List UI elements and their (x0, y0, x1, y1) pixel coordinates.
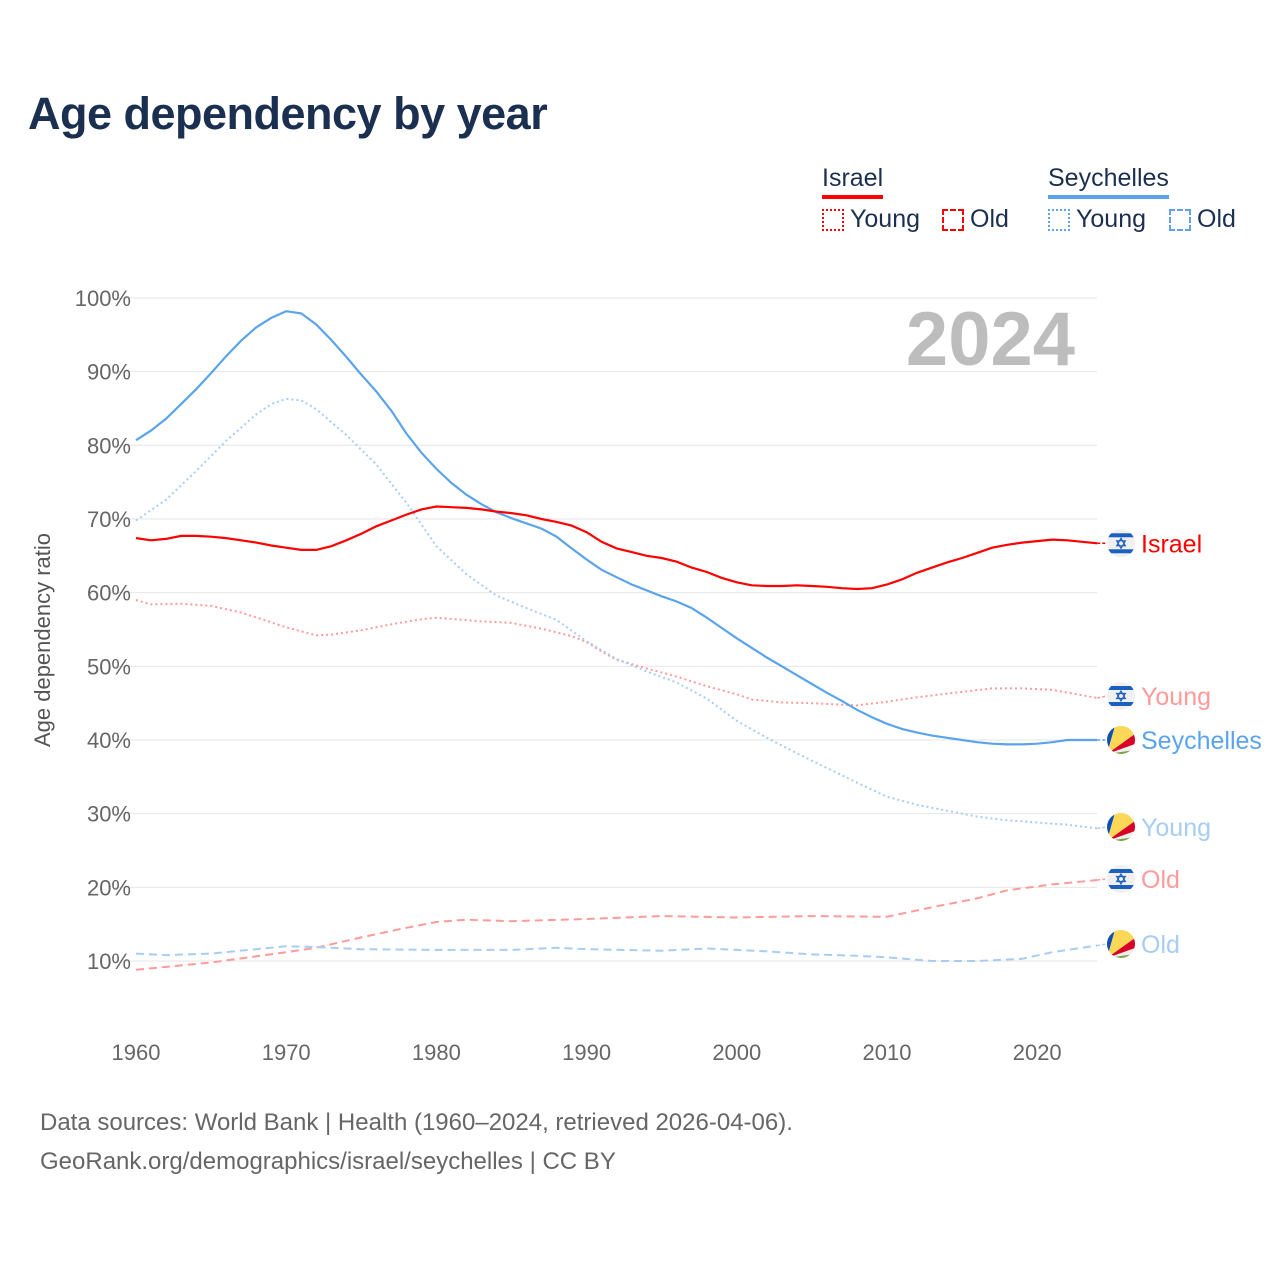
israel-flag-icon (1107, 529, 1135, 558)
end-connector (1097, 826, 1108, 830)
legend-seychelles-young[interactable]: Young (1048, 205, 1146, 234)
dashed-swatch-icon (1169, 208, 1191, 231)
y-tick-label: 70% (87, 507, 131, 532)
y-axis-label: Age dependency ratio (30, 533, 55, 747)
footer-link[interactable]: GeoRank.org/demographics/israel/seychell… (40, 1148, 616, 1175)
israel-flag-icon (1107, 682, 1135, 710)
seychelles-flag-icon (1107, 813, 1135, 841)
legend-label: Young (1076, 205, 1146, 233)
legend-seychelles-old[interactable]: Old (1169, 205, 1236, 234)
x-tick-label: 1990 (562, 1040, 611, 1065)
end-label-seychelles: Seychelles (1141, 727, 1262, 755)
end-label-israel-young: Young (1141, 683, 1211, 711)
x-tick-label: 1980 (412, 1040, 461, 1065)
end-label-seychelles-old: Old (1141, 931, 1180, 959)
y-tick-label: 60% (87, 581, 131, 606)
x-tick-label: 2000 (712, 1040, 761, 1065)
end-label-israel-old: Old (1141, 866, 1180, 894)
x-tick-label: 2020 (1013, 1040, 1062, 1065)
y-tick-label: 40% (87, 728, 131, 753)
chart-title: Age dependency by year (28, 88, 548, 139)
end-label-seychelles-young: Young (1141, 814, 1211, 842)
series-line-israel-old[interactable] (135, 879, 1098, 971)
series-line-seychelles-young[interactable] (135, 397, 1098, 830)
legend-label: Old (970, 205, 1009, 233)
series-line-israel[interactable] (135, 505, 1098, 591)
legend-group-seychelles[interactable]: Seychelles (1048, 164, 1169, 199)
series-line-seychelles[interactable] (135, 310, 1098, 746)
y-tick-label: 10% (87, 949, 131, 974)
dashed-swatch-icon (942, 208, 964, 231)
end-connector (1097, 695, 1108, 699)
israel-flag-icon (1107, 865, 1135, 893)
y-tick-label: 100% (75, 286, 131, 311)
end-connector (1097, 878, 1108, 881)
y-tick-label: 50% (87, 654, 131, 679)
x-tick-label: 2010 (863, 1040, 912, 1065)
legend-israel-young[interactable]: Young (822, 205, 920, 234)
seychelles-flag-icon (1107, 930, 1135, 958)
x-tick-label: 1960 (112, 1040, 161, 1065)
legend-group-israel[interactable]: Israel (822, 164, 884, 199)
dotted-swatch-icon (1048, 208, 1070, 231)
footer-sources: Data sources: World Bank | Health (1960–… (40, 1109, 793, 1136)
seychelles-flag-icon (1107, 725, 1135, 754)
y-tick-label: 80% (87, 433, 131, 458)
end-label-israel: Israel (1141, 530, 1202, 558)
series-line-israel-young[interactable] (135, 599, 1098, 707)
legend-israel-old[interactable]: Old (942, 205, 1009, 234)
dotted-swatch-icon (822, 208, 844, 231)
x-tick-label: 1970 (262, 1040, 311, 1065)
legend-label: Old (1197, 205, 1236, 233)
series-line-seychelles-old[interactable] (135, 944, 1098, 962)
y-tick-label: 30% (87, 802, 131, 827)
y-tick-label: 20% (87, 875, 131, 900)
current-year-label: 2024 (905, 297, 1075, 382)
y-tick-label: 90% (87, 360, 131, 385)
legend-label: Young (850, 205, 920, 233)
end-connector (1097, 943, 1108, 947)
